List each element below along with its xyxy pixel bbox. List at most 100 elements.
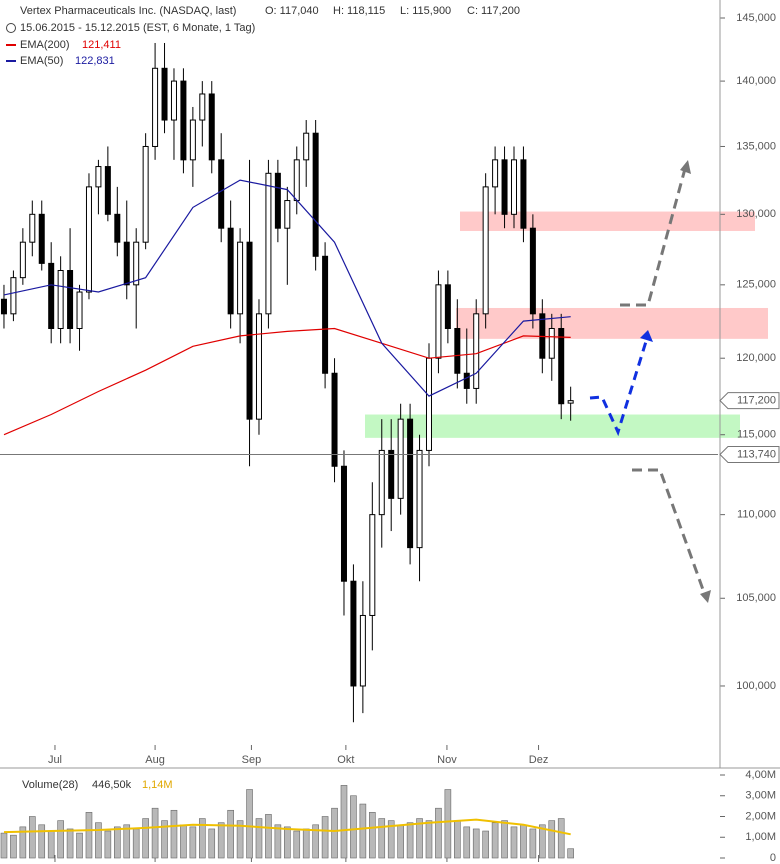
volume-bar [302, 828, 310, 859]
candle-body [482, 186, 489, 315]
y-tick-label: 140,000 [736, 75, 776, 87]
volume-bar [529, 828, 537, 859]
volume-tick-label: 2,00M [745, 810, 776, 822]
volume-bar [161, 820, 168, 859]
candle-body [142, 145, 149, 243]
candle-body [29, 213, 36, 243]
quote-open: O: 117,040 [265, 5, 319, 17]
volume-bar [265, 814, 272, 859]
volume-bar [501, 820, 508, 859]
volume-bar [406, 822, 414, 859]
arrow-head [700, 590, 711, 603]
arrow-head [640, 330, 653, 342]
volume-bar [397, 824, 404, 859]
volume-bar [29, 816, 36, 859]
candle-body [218, 159, 225, 229]
volume-bar [208, 828, 216, 859]
volume-bar [472, 828, 480, 859]
volume-bar [151, 807, 159, 859]
volume-bar [435, 807, 442, 859]
arrow-head [680, 160, 691, 174]
volume-average [3, 818, 571, 836]
volume-bar [321, 816, 329, 859]
volume-bar [189, 826, 197, 859]
candle-body [558, 327, 565, 405]
volume-bar [85, 812, 93, 859]
volume-bar [0, 832, 8, 859]
volume-bar [548, 820, 556, 859]
quote-low: L: 115,900 [400, 5, 451, 17]
candle-body [123, 241, 130, 286]
x-tick-label: Aug [145, 754, 165, 766]
volume-bar [359, 803, 367, 859]
volume-bar [416, 818, 423, 859]
volume-tick-label: 3,00M [745, 790, 776, 802]
candle-body [10, 277, 17, 315]
subtitle: 15.06.2015 - 15.12.2015 (EST, 6 Monate, … [20, 22, 255, 34]
volume-bar [104, 830, 112, 859]
candle-body [133, 241, 140, 286]
volume-tick-label: 0 [770, 852, 776, 864]
candle-body [227, 227, 234, 315]
candle-body [322, 255, 329, 374]
candle-body [388, 449, 395, 499]
clock-icon [6, 23, 16, 33]
quote-close: C: 117,200 [467, 5, 520, 17]
y-tick-label: 110,000 [737, 509, 776, 521]
y-tick-label: 105,000 [736, 592, 776, 604]
volume-bar [180, 824, 187, 859]
volume-bar [293, 830, 301, 859]
candle-body [208, 93, 215, 161]
candle-body [407, 418, 414, 549]
candle-body [303, 132, 310, 161]
candle-body [38, 213, 45, 264]
x-tick-label: Dez [529, 754, 549, 766]
candle-body [76, 291, 83, 329]
y-tick-label: 145,000 [736, 12, 776, 24]
candle-body [19, 241, 26, 279]
volume-bar [47, 830, 55, 859]
volume-bar [114, 826, 121, 859]
volume-bar [57, 820, 64, 859]
volume-bar [539, 824, 546, 859]
candle-body [492, 159, 499, 188]
y-tick-label: 130,000 [736, 208, 776, 220]
candle-body [378, 449, 385, 516]
projection-arrow [589, 334, 650, 437]
candle-body [180, 80, 187, 161]
volume-bar [76, 832, 83, 859]
candle-body [293, 159, 300, 202]
quote-high: H: 118,115 [333, 5, 385, 17]
candle-body [454, 327, 461, 374]
candle-body [274, 172, 281, 229]
ema-line [3, 327, 571, 436]
volume-bar [482, 830, 489, 859]
candle-body [265, 172, 272, 315]
volume-bar [510, 826, 518, 859]
volume-avg-value: 1,14M [142, 779, 173, 791]
volume-bar [463, 826, 471, 859]
candle-body [350, 580, 357, 687]
volume-bar [274, 824, 282, 859]
price-marker-label: 113,740 [737, 448, 776, 460]
volume-bar [236, 820, 244, 859]
volume-bar [387, 820, 395, 859]
candle-body [67, 270, 74, 329]
price-marker [719, 446, 780, 464]
volume-bar [350, 795, 357, 859]
projection-arrow [632, 468, 708, 599]
candle-body [104, 166, 111, 215]
y-tick-label: 125,000 [736, 279, 776, 291]
ema-line [3, 179, 571, 397]
volume-bar [170, 809, 178, 859]
volume-bar [491, 822, 499, 859]
volume-bar [199, 818, 206, 859]
candle-body [95, 166, 102, 188]
volume-bar [123, 824, 131, 859]
x-tick-label: Okt [337, 754, 354, 766]
volume-bar [227, 809, 234, 859]
candle-body [48, 262, 55, 329]
price-marker [719, 392, 780, 410]
candle-body [397, 418, 404, 499]
volume-bar [142, 818, 149, 859]
